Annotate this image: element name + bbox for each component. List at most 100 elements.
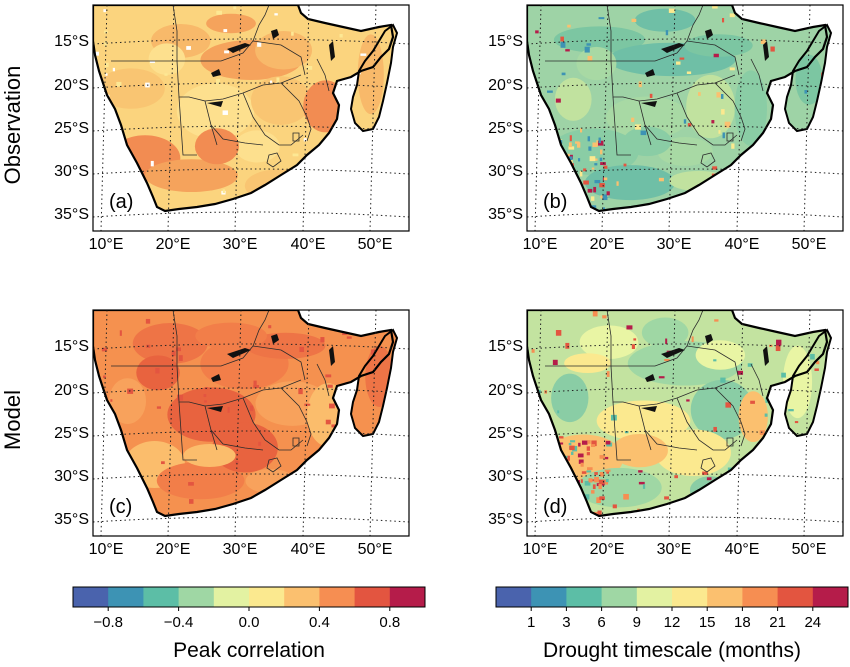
value-speck <box>591 490 595 494</box>
value-patch <box>206 13 256 34</box>
graticule-lon <box>736 5 744 231</box>
value-speck <box>233 5 237 10</box>
value-speck <box>101 347 108 352</box>
colorbar-swatch <box>143 587 180 607</box>
value-speck <box>249 405 254 412</box>
graticule-lat <box>527 473 843 480</box>
value-speck <box>729 13 735 18</box>
lake <box>211 69 221 77</box>
value-speck <box>258 441 262 446</box>
value-patch <box>144 159 238 193</box>
value-patch <box>194 128 240 165</box>
graticule-lon <box>668 310 676 536</box>
value-speck <box>591 444 596 447</box>
value-speck <box>570 440 576 443</box>
lat-tick-label: 30°S <box>488 163 523 180</box>
value-speck <box>602 194 608 201</box>
value-speck <box>594 472 598 475</box>
value-speck <box>538 389 541 394</box>
value-speck <box>558 442 564 445</box>
graticule-lon <box>369 5 377 231</box>
country-border <box>644 429 698 451</box>
value-speck <box>679 57 685 60</box>
value-patch <box>606 96 689 139</box>
value-speck <box>303 138 307 142</box>
graticule-lat <box>527 516 843 523</box>
value-speck <box>606 442 613 447</box>
lake <box>763 346 769 366</box>
value-speck <box>161 461 165 465</box>
value-patch <box>579 325 639 360</box>
map-panel-a: 15°S 20°S 25°S 30°S 35°S10°E 20°E 30°E 40°E 50°E… <box>54 4 410 253</box>
value-speck <box>600 149 603 155</box>
country-border <box>686 310 704 347</box>
value-speck <box>298 388 303 395</box>
graticule-lon <box>167 310 175 536</box>
value-speck <box>574 141 580 144</box>
value-speck <box>606 371 610 377</box>
value-speck <box>691 336 694 343</box>
value-speck <box>638 81 642 88</box>
colorbar-tick-label: −0.8 <box>93 614 123 631</box>
lake <box>227 43 251 53</box>
value-speck <box>579 171 583 177</box>
value-speck <box>586 470 592 473</box>
value-speck <box>587 136 591 142</box>
country-border <box>266 152 282 168</box>
value-speck <box>587 467 593 471</box>
value-patch <box>195 322 267 350</box>
value-speck <box>599 471 604 477</box>
colorbar-tick-label: 0.4 <box>309 614 330 631</box>
value-speck <box>567 455 570 461</box>
lon-tick-label: 30°E <box>657 236 692 253</box>
colorbar-swatch <box>354 587 391 607</box>
value-patch <box>641 317 689 348</box>
graticule-lat <box>527 211 843 218</box>
country-border <box>750 58 764 92</box>
value-speck <box>565 49 570 52</box>
value-speck <box>631 117 635 123</box>
value-speck <box>325 419 331 425</box>
value-speck <box>105 73 108 76</box>
lon-tick-label: 20°E <box>590 541 625 558</box>
country-border <box>714 82 746 142</box>
colorbar-swatch <box>601 587 638 607</box>
value-speck <box>149 60 155 63</box>
value-speck <box>222 189 225 194</box>
value-speck <box>750 400 755 404</box>
value-patch <box>795 54 823 105</box>
value-speck <box>558 436 564 439</box>
colorbar-swatch <box>73 587 109 607</box>
value-speck <box>804 89 808 94</box>
value-speck <box>580 479 583 483</box>
value-speck <box>299 346 305 353</box>
value-speck <box>584 46 590 53</box>
lake <box>211 374 221 382</box>
value-speck <box>665 30 669 36</box>
value-speck <box>599 455 605 459</box>
value-speck <box>565 342 570 349</box>
value-speck <box>105 62 109 68</box>
value-speck <box>594 476 599 483</box>
lat-tick-label: 20°S <box>54 77 89 94</box>
country-border <box>700 457 716 473</box>
value-speck <box>346 336 352 339</box>
value-patch <box>250 76 311 125</box>
lat-tick-label: 30°S <box>54 468 89 485</box>
value-patch <box>655 429 731 477</box>
value-speck <box>222 110 228 115</box>
value-patch <box>554 77 592 121</box>
value-speck <box>104 30 108 34</box>
value-speck <box>270 80 273 83</box>
value-speck <box>626 325 633 330</box>
value-speck <box>731 143 735 149</box>
colorbar-swatch <box>707 587 743 607</box>
value-speck <box>580 462 584 467</box>
coastline <box>93 5 395 213</box>
value-speck <box>612 504 617 509</box>
country-border <box>252 5 270 42</box>
value-speck <box>583 168 587 172</box>
value-speck <box>598 483 602 490</box>
colorbar-tick-label: 1 <box>527 614 535 631</box>
value-speck <box>605 456 609 460</box>
